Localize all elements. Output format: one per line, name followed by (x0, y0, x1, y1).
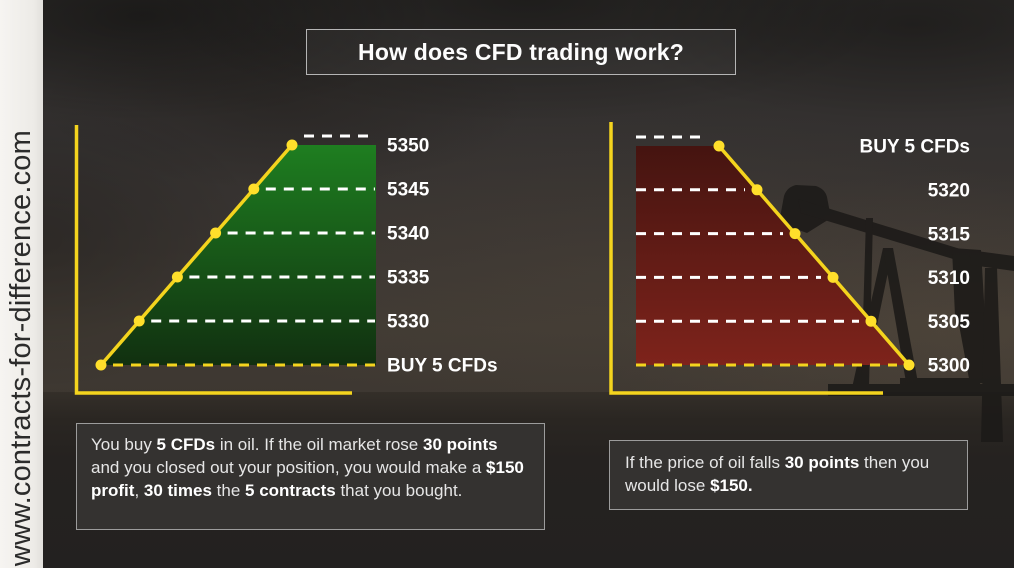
watermark-sidebar: www.contracts-for-difference.com (0, 0, 43, 568)
price-level-label: 5305 (928, 312, 971, 333)
chart-axes (74, 125, 352, 395)
price-line (717, 144, 911, 367)
price-level-label: 5345 (387, 180, 430, 201)
price-dot (133, 315, 145, 327)
price-level-label: 5300 (928, 356, 970, 377)
price-line (99, 143, 294, 367)
loss-explanation-box: If the price of oil falls 30 points then… (609, 440, 968, 510)
price-level-label: 5340 (387, 224, 429, 245)
price-dot (751, 184, 763, 196)
price-dot (789, 228, 801, 240)
price-dot (865, 315, 877, 327)
price-level-label: 5330 (387, 312, 429, 333)
price-dot (713, 140, 725, 152)
area-fill (636, 146, 909, 365)
profit-explanation-box: You buy 5 CFDs in oil. If the oil market… (76, 423, 545, 530)
title-banner: How does CFD trading work? (306, 29, 736, 75)
price-level-label: 5320 (928, 180, 970, 201)
price-level-label: BUY 5 CFDs (859, 137, 970, 158)
price-level-label: BUY 5 CFDs (387, 356, 498, 377)
price-dot (903, 359, 915, 371)
watermark-url: www.contracts-for-difference.com (5, 129, 37, 566)
price-level-label: 5335 (387, 268, 430, 289)
profit-chart: BUY 5 CFDs 5330 5335 5340 5345 5350 (74, 125, 498, 395)
price-level-label: 5350 (387, 136, 429, 157)
price-dot (827, 271, 839, 283)
price-level-label: 5310 (928, 268, 970, 289)
page-title: How does CFD trading work? (358, 38, 684, 65)
oil-pumpjack-silhouette (779, 185, 1014, 442)
price-dot (248, 183, 260, 195)
profit-explanation-text: You buy 5 CFDs in oil. If the oil market… (91, 435, 524, 500)
loss-explanation-text: If the price of oil falls 30 points then… (625, 453, 930, 495)
price-dot (171, 271, 183, 283)
loss-chart: BUY 5 CFDs 5320 5315 5310 5305 5300 (609, 122, 971, 395)
price-level-label: 5315 (928, 224, 971, 245)
price-dot (286, 139, 298, 151)
price-dot (210, 227, 222, 239)
price-dot (95, 359, 107, 371)
area-fill (101, 145, 376, 365)
chart-axes (609, 122, 883, 395)
